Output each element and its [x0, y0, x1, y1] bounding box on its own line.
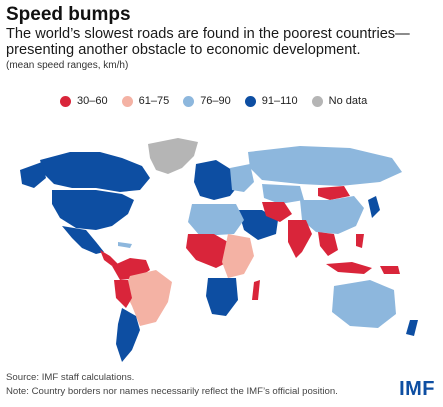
region-australia — [332, 280, 396, 328]
legend-label: 91–110 — [261, 95, 298, 107]
region-eastern-europe — [230, 164, 254, 192]
region-east-africa — [222, 234, 254, 278]
region-china — [300, 196, 364, 234]
legend-swatch — [183, 95, 195, 107]
region-middle-east — [238, 210, 278, 240]
region-kazakhstan — [262, 184, 304, 204]
legend: 30–60 61–75 76–90 91–110 No data — [60, 95, 381, 107]
footnote: Note: Country borders nor names necessar… — [6, 386, 338, 397]
region-canada — [40, 152, 150, 192]
legend-item-76-90: 76–90 — [183, 95, 231, 107]
units-note: (mean speed ranges, km/h) — [6, 60, 129, 71]
region-papua — [380, 266, 400, 274]
region-peru-bolivia — [114, 280, 132, 308]
region-greenland — [148, 138, 198, 174]
region-caribbean — [118, 242, 132, 248]
region-indonesia — [326, 262, 372, 274]
region-mongolia — [318, 186, 350, 200]
source-note: Source: IMF staff calculations. — [6, 372, 135, 383]
legend-swatch — [60, 95, 71, 107]
region-japan — [368, 196, 380, 218]
region-central-asia — [262, 202, 292, 222]
region-russia — [248, 146, 402, 186]
legend-item-91-110: 91–110 — [244, 95, 298, 107]
region-brazil — [124, 270, 172, 326]
legend-label: 30–60 — [77, 95, 108, 107]
legend-item-30-60: 30–60 — [60, 95, 108, 107]
world-map — [20, 138, 418, 362]
chart-title: Speed bumps — [6, 4, 131, 25]
region-southeast-asia — [318, 232, 338, 256]
region-mexico — [62, 226, 104, 254]
legend-item-61-75: 61–75 — [121, 95, 170, 107]
region-madagascar — [252, 280, 260, 300]
region-philippines — [356, 234, 364, 248]
legend-label: No data — [328, 95, 368, 107]
region-india — [288, 220, 312, 258]
legend-swatch — [244, 95, 256, 107]
region-southern-africa — [206, 278, 238, 316]
region-new-zealand — [406, 320, 418, 336]
legend-label: 61–75 — [138, 95, 170, 107]
region-central-america — [100, 250, 118, 266]
region-alaska — [20, 162, 46, 188]
imf-logo: IMF — [399, 378, 435, 400]
region-europe — [194, 160, 238, 200]
legend-swatch — [311, 95, 323, 107]
region-north-africa — [188, 204, 244, 236]
region-usa — [52, 190, 134, 230]
region-west-central-africa — [186, 234, 232, 268]
region-southern-cone — [116, 308, 140, 362]
chart-subtitle: The world’s slowest roads are found in t… — [6, 26, 410, 58]
legend-swatch — [121, 95, 133, 107]
legend-label: 76–90 — [200, 95, 231, 107]
legend-item-no-data: No data — [311, 95, 368, 107]
